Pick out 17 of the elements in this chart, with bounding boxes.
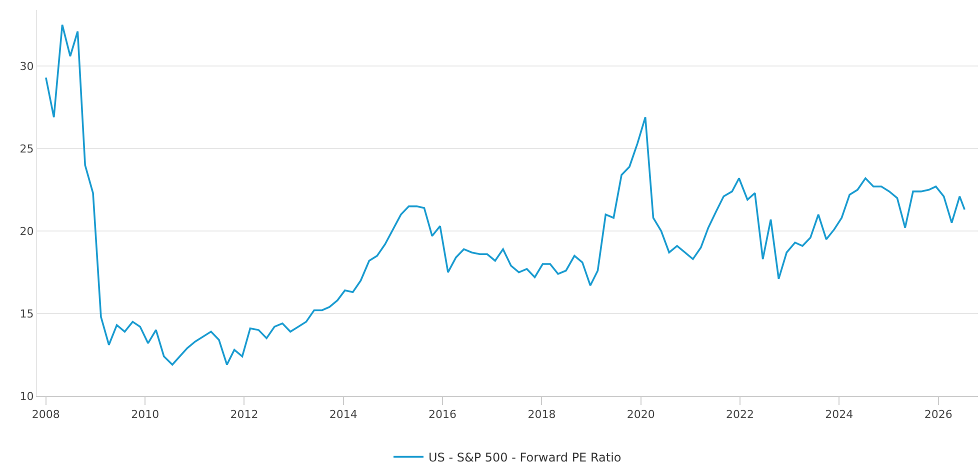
x-tick-label: 2022 (726, 408, 754, 422)
x-tick-label: 2018 (528, 408, 556, 422)
y-tick-label: 20 (20, 224, 34, 238)
y-tick-label: 10 (20, 390, 34, 403)
x-tick-label: 2012 (230, 408, 258, 422)
y-tick-label: 30 (20, 60, 34, 73)
x-tick-label: 2014 (329, 408, 358, 422)
x-tick-label: 2020 (626, 408, 655, 422)
x-tick-label: 2010 (131, 408, 160, 422)
y-tick-label: 25 (20, 142, 34, 156)
x-tick-label: 2024 (825, 408, 854, 422)
x-tick-label: 2016 (428, 408, 457, 422)
legend-label: US - S&P 500 - Forward PE Ratio (428, 450, 622, 464)
line-series (45, 24, 966, 366)
y-tick-label: 15 (20, 307, 34, 320)
x-tick-label: 2008 (32, 408, 60, 422)
x-tick-label: 2026 (924, 408, 952, 422)
